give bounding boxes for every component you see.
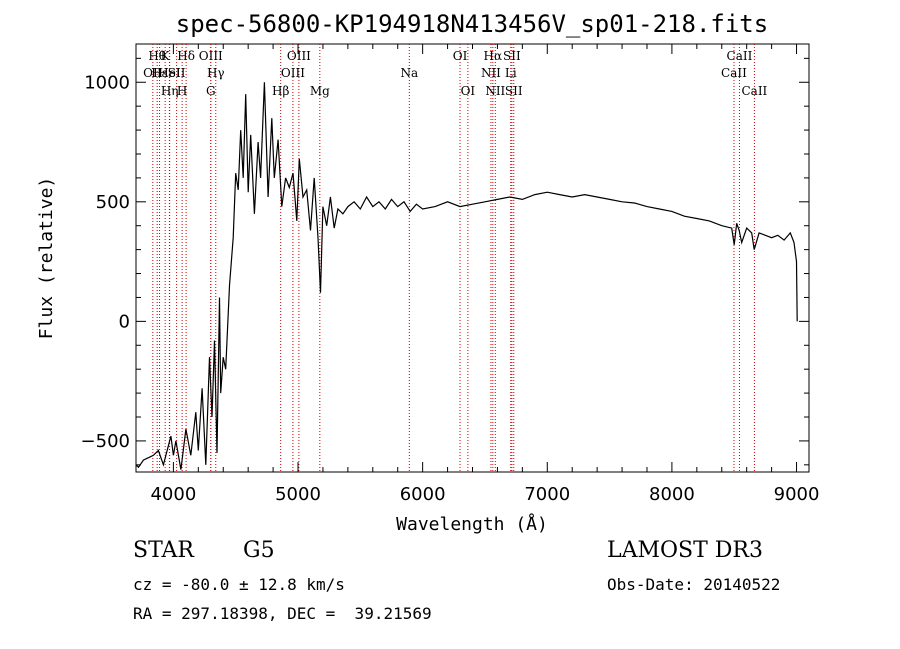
- line-marker-label: Hβ: [272, 84, 289, 98]
- emission-line-labels: OII Hθ Hε K HeI Hη SII H Hδ OIII G Hγ Hβ OIII OIII Mg Na…: [143, 49, 767, 98]
- y-tick-label: −500: [81, 431, 130, 452]
- line-marker-label: K: [161, 49, 171, 63]
- line-marker-label: Hη: [161, 84, 179, 98]
- chart-title: spec-56800-KP194918N413456V_sp01-218.fit…: [176, 10, 768, 38]
- object-subclass: G5: [243, 538, 275, 563]
- x-tick-label: 8000: [649, 484, 695, 505]
- x-axis-ticks: 4000 5000 6000 7000 8000 9000: [150, 44, 819, 505]
- spectrum-line: [135, 82, 798, 470]
- line-marker-label: Li: [505, 66, 517, 80]
- line-marker-label: Hδ: [177, 49, 195, 63]
- line-marker-label: CaII: [721, 66, 747, 80]
- line-marker-label: Hα: [484, 49, 503, 63]
- x-tick-label: 7000: [524, 484, 570, 505]
- y-axis-label: Flux (relative): [36, 177, 57, 340]
- y-tick-label: 500: [96, 192, 130, 213]
- line-marker-label: SII: [168, 66, 186, 80]
- y-tick-label: 1000: [84, 72, 130, 93]
- line-marker-label: CaII: [727, 49, 753, 63]
- redshift-velocity: cz = -80.0 ± 12.8 km/s: [133, 575, 345, 594]
- spectrum-series: [135, 82, 798, 470]
- line-marker-label: OIII: [287, 49, 311, 63]
- y-tick-label: 0: [119, 311, 130, 332]
- line-marker-label: H: [177, 84, 187, 98]
- emission-line-markers: [152, 44, 755, 472]
- line-marker-label: Na: [400, 66, 418, 80]
- observation-date: Obs-Date: 20140522: [607, 575, 781, 594]
- line-marker-label: G: [206, 84, 216, 98]
- line-marker-label: Mg: [310, 84, 330, 98]
- line-marker-label: OI: [461, 84, 476, 98]
- x-tick-label: 6000: [400, 484, 446, 505]
- x-tick-label: 5000: [275, 484, 321, 505]
- line-marker-label: SII: [505, 84, 523, 98]
- line-marker-label: OIII: [281, 66, 305, 80]
- line-marker-label: CaII: [741, 84, 767, 98]
- survey-name: LAMOST DR3: [607, 538, 763, 563]
- line-marker-label: SII: [503, 49, 521, 63]
- line-marker-label: Hθ: [148, 49, 166, 63]
- line-marker-label: HeI: [158, 66, 181, 80]
- coordinates: RA = 297.18398, DEC = 39.21569: [133, 604, 432, 623]
- line-marker-label: OI: [453, 49, 468, 63]
- x-tick-label: 4000: [150, 484, 196, 505]
- line-marker-label: NII: [481, 66, 501, 80]
- y-axis-ticks: −500 0 500 1000: [81, 57, 809, 466]
- plot-frame: [135, 43, 810, 473]
- line-marker-label: OIII: [199, 49, 223, 63]
- line-marker-label: OII: [143, 66, 163, 80]
- x-axis-label: Wavelength (Å): [396, 513, 548, 535]
- line-marker-label: NII: [485, 84, 505, 98]
- x-tick-label: 9000: [774, 484, 820, 505]
- object-class: STAR: [133, 538, 194, 563]
- line-marker-label: Hγ: [207, 66, 225, 80]
- line-marker-label: Hε: [151, 66, 168, 80]
